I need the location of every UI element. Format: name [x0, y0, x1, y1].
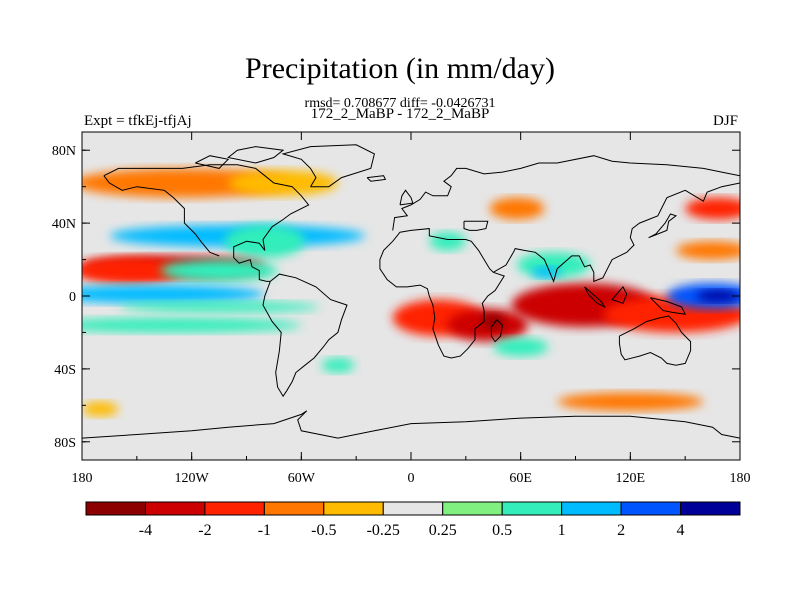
colorbar-label-2: -1	[258, 522, 271, 539]
y-tick-label-3: 40S	[54, 363, 76, 378]
chart-title: Precipitation (in mm/day)	[245, 52, 555, 85]
coastline-segment-8	[618, 315, 692, 366]
colorbar-swatch-5	[382, 501, 444, 516]
anomaly-region-23	[493, 337, 549, 357]
anomaly-region-16	[696, 290, 740, 302]
y-tick-label-4: 80S	[54, 436, 76, 451]
colorbar-label-9: 4	[677, 522, 685, 539]
colorbar-label-3: -0.5	[311, 522, 336, 539]
anomaly-region-12	[482, 314, 505, 329]
coastline-segment-3	[281, 144, 375, 188]
anomaly-region-1	[224, 224, 305, 258]
y-tick-label-2: 0	[69, 290, 76, 305]
coastline-segment-16	[227, 146, 285, 164]
anomaly-region-26	[82, 401, 119, 417]
colorbar-label-1: -2	[198, 522, 211, 539]
colorbar-swatch-10	[680, 501, 741, 516]
coastline-segment-14	[366, 175, 387, 182]
anomaly-region-24	[321, 357, 355, 373]
stats-line: rmsd= 0.708677 diff= -0.0426731	[304, 96, 496, 111]
season-label: DJF	[712, 113, 738, 129]
coastline-segment-2	[103, 175, 220, 257]
anomaly-region-9	[228, 170, 338, 196]
colorbar-swatch-3	[263, 501, 325, 516]
coastline-segment-13	[399, 189, 414, 206]
y-tick-label-0: 80N	[52, 144, 76, 159]
anomaly-region-20	[531, 266, 561, 278]
anomaly-region-22	[489, 197, 545, 220]
coastline	[82, 144, 740, 439]
anomaly-region-6	[118, 301, 320, 313]
experiment-label: Expt = tfkEj-tfjAj	[84, 113, 192, 129]
colorbar-label-6: 0.5	[492, 522, 512, 539]
y-tick-label-1: 40N	[52, 217, 76, 232]
colorbar-swatch-2	[204, 501, 265, 516]
coastline-segment-11	[650, 297, 687, 315]
coastline-segment-1	[262, 273, 348, 398]
colorbar-swatch-9	[620, 501, 682, 516]
x-tick-label-3: 0	[408, 471, 415, 486]
anomaly-region-18	[676, 241, 740, 260]
anomaly-region-25	[557, 392, 704, 411]
colorbar-label-0: -4	[139, 522, 152, 539]
y-axis: 80N 40N 0 40S 80S	[52, 144, 740, 451]
coastline-segment-0	[103, 164, 310, 282]
anomaly-region-4	[160, 259, 278, 282]
x-tick-label-0: 180	[72, 471, 93, 486]
anomaly-layer	[82, 168, 740, 417]
anomaly-region-3	[82, 257, 183, 284]
x-tick-label-6: 180	[730, 471, 751, 486]
x-tick-label-5: 120E	[616, 471, 646, 486]
colorbar-label-7: 1	[558, 522, 566, 539]
colorbar-swatch-4	[323, 501, 384, 516]
colorbar-swatch-6	[442, 501, 503, 516]
coastline-segment-12	[648, 213, 678, 239]
anomaly-region-7	[82, 317, 302, 333]
colorbar-label-8: 2	[617, 522, 625, 539]
x-tick-label-2: 60W	[288, 471, 316, 486]
coastline-segment-15	[82, 410, 740, 439]
colorbar-swatch-1	[144, 501, 206, 516]
coastline-segment-4	[392, 155, 740, 231]
anomaly-region-5	[82, 285, 265, 304]
colorbar-label-4: -0.25	[367, 522, 400, 539]
coastline-segment-5	[379, 182, 740, 359]
anomaly-region-21	[429, 232, 466, 251]
coastline-segment-17	[195, 155, 230, 169]
colorbar-swatch-0	[85, 501, 146, 516]
coastline-segment-6	[463, 220, 489, 231]
coastline-segment-9	[584, 286, 607, 309]
colorbar-label-5: 0.25	[429, 522, 457, 539]
x-tick-label-1: 120W	[175, 471, 210, 486]
anomaly-region-17	[685, 197, 740, 220]
coastline-segment-7	[490, 319, 503, 343]
x-tick-label-4: 60E	[509, 471, 532, 486]
colorbar-swatch-8	[561, 501, 622, 516]
coastline-segment-10	[611, 286, 628, 304]
x-axis: 180 120W 60W 0 60E 120E 180	[72, 132, 751, 486]
colorbar: -4 -2 -1 -0.5 -0.25 0.25 0.5 1 2 4	[85, 501, 741, 539]
colorbar-swatch-7	[501, 501, 563, 516]
chart-subtitle: 172_2_MaBP - 172_2_MaBP	[310, 106, 490, 122]
